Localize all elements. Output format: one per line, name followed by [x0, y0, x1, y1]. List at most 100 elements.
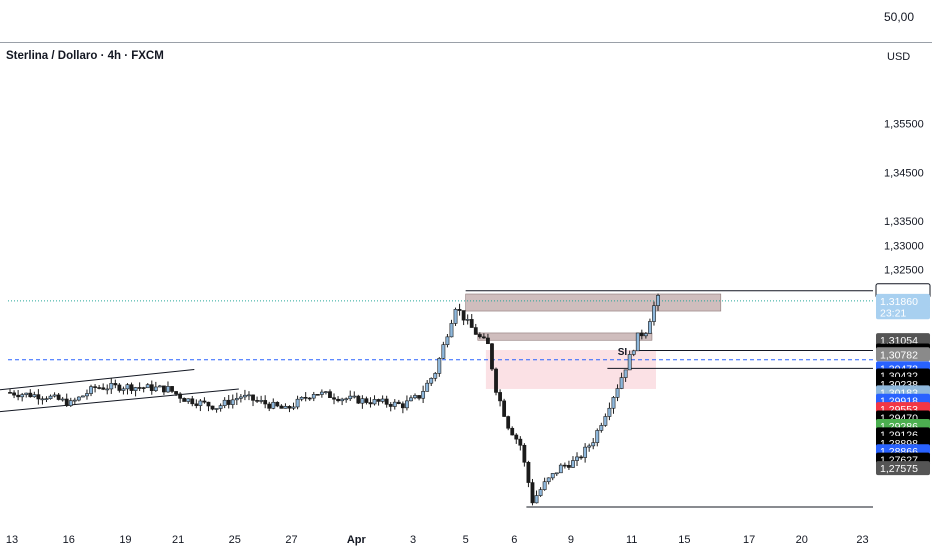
- x-tick-label: 20: [796, 534, 808, 546]
- candle-down: [315, 394, 320, 396]
- chart-title: Sterlina / Dollaro · 4h · FXCM: [6, 50, 164, 62]
- candle-up: [352, 395, 357, 398]
- candle-up: [186, 398, 191, 402]
- candle-up: [133, 387, 138, 391]
- candle-down: [502, 400, 507, 417]
- candle-up: [433, 373, 438, 379]
- candle-up: [538, 489, 543, 496]
- candle-down: [526, 461, 531, 483]
- candle-up: [627, 354, 632, 371]
- x-tick-label: Apr: [347, 534, 367, 546]
- candle-down: [36, 394, 41, 400]
- price-labels: 1,320661,3186023:211,310541,308391,30782…: [875, 283, 931, 476]
- candle-up: [157, 385, 162, 388]
- x-axis: 13 16 19 21 25 27 Apr 3 5 6 9 11 15 17 20 23: [6, 534, 869, 546]
- candle-up: [283, 406, 288, 409]
- candle-up: [340, 398, 345, 402]
- supply-zone: [465, 293, 722, 312]
- candle-down: [364, 398, 369, 403]
- y-tick-label: 1,34500: [884, 167, 924, 179]
- candle-up: [591, 442, 596, 447]
- candle-down: [510, 427, 515, 436]
- candle-up: [360, 398, 365, 404]
- candle-down: [530, 482, 535, 504]
- candle-down: [490, 343, 494, 370]
- candle-up: [571, 460, 575, 468]
- candle-up: [238, 396, 243, 399]
- candle-up: [437, 358, 442, 374]
- candle-up: [441, 344, 446, 359]
- candle-up: [311, 394, 316, 399]
- candle-down: [129, 384, 134, 391]
- candle-up: [635, 332, 640, 352]
- candle-down: [388, 404, 393, 407]
- candle-down: [514, 434, 519, 440]
- candle-up: [445, 336, 450, 345]
- pane-divider[interactable]: [0, 42, 932, 43]
- candle-down: [368, 402, 373, 405]
- candle-down: [190, 398, 195, 405]
- candle-up: [429, 377, 434, 384]
- candle-up: [319, 391, 324, 395]
- x-tick-label: 6: [511, 534, 517, 546]
- candle-up: [372, 399, 377, 405]
- candle-up: [453, 309, 458, 324]
- candle-up: [348, 395, 353, 400]
- candle-up: [222, 399, 227, 406]
- candle-down: [506, 416, 511, 429]
- candle-down: [16, 394, 21, 398]
- currency-label[interactable]: USD: [887, 51, 911, 63]
- candle-up: [214, 408, 219, 410]
- candle-down: [287, 406, 292, 409]
- candle-down: [117, 384, 122, 391]
- channel-line: [0, 388, 239, 413]
- candle-down: [307, 397, 312, 400]
- candle-up: [648, 321, 652, 334]
- candle-down: [518, 438, 523, 446]
- candle-up: [247, 394, 251, 397]
- x-tick-label: 27: [285, 534, 297, 546]
- candle-up: [125, 384, 130, 390]
- candle-down: [194, 403, 199, 406]
- candle-down: [469, 319, 474, 328]
- candle-up: [60, 398, 65, 401]
- candle-up: [583, 446, 588, 458]
- candle-down: [210, 405, 215, 410]
- candle-up: [631, 350, 636, 355]
- candle-down: [97, 387, 102, 389]
- candle-down: [481, 336, 486, 339]
- candle-down: [12, 392, 16, 396]
- candle-up: [166, 386, 170, 393]
- candle-up: [575, 456, 579, 461]
- candle-down: [498, 392, 502, 402]
- candle-down: [417, 395, 421, 399]
- candle-up: [234, 398, 239, 401]
- supply-zone: [477, 332, 653, 341]
- candle-up: [85, 393, 89, 397]
- x-tick-label: 3: [410, 534, 416, 546]
- candle-up: [603, 416, 608, 426]
- x-tick-label: 5: [463, 534, 469, 546]
- candle-down: [639, 332, 644, 337]
- candle-up: [550, 473, 555, 479]
- candle-up: [299, 397, 304, 400]
- candle-up: [449, 323, 454, 338]
- zones-layer: [465, 293, 722, 389]
- candle-down: [141, 387, 146, 389]
- candle-down: [101, 387, 106, 390]
- x-tick-label: 16: [63, 534, 75, 546]
- candle-down: [267, 403, 272, 409]
- candle-up: [153, 386, 158, 391]
- price-label-text: 1,27575: [880, 463, 918, 475]
- candle-up: [105, 388, 110, 391]
- candle-up: [656, 295, 660, 306]
- candle-up: [554, 472, 559, 475]
- candle-down: [202, 400, 207, 403]
- x-tick-label: 13: [6, 534, 18, 546]
- candle-down: [162, 385, 166, 393]
- candle-down: [174, 391, 178, 395]
- candle-down: [113, 383, 118, 386]
- candle-down: [376, 399, 381, 402]
- price-label-badge: [876, 347, 930, 362]
